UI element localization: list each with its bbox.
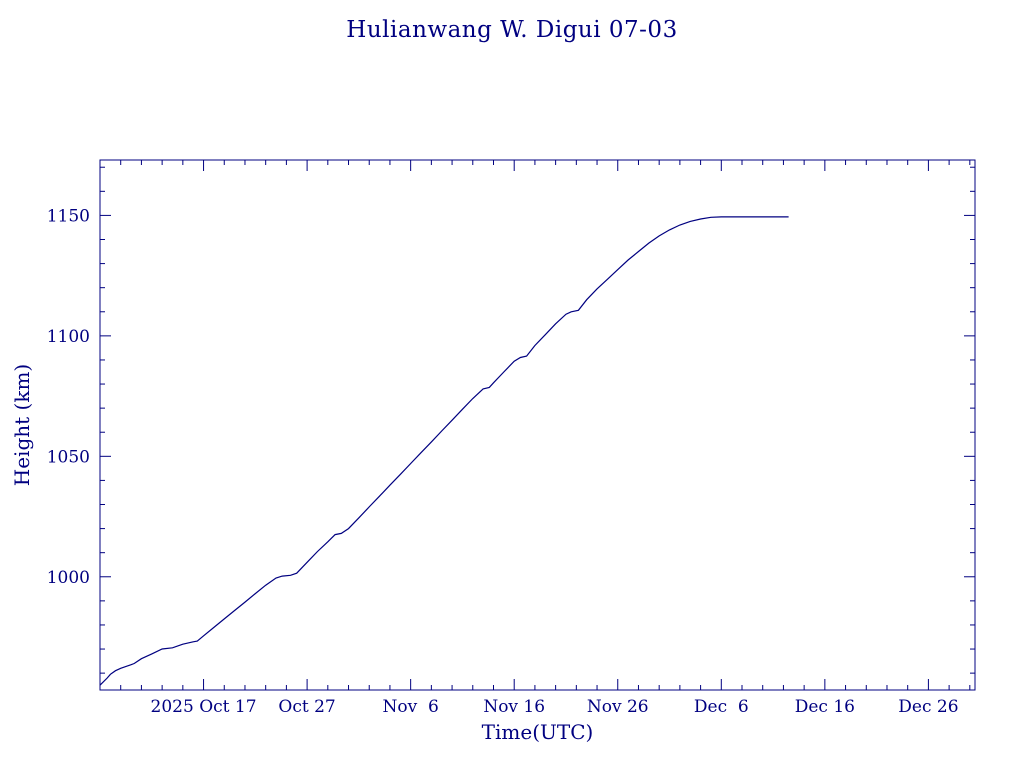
y-tick-label: 1150 (47, 206, 90, 226)
x-axis-label: Time(UTC) (481, 720, 594, 744)
height-series-line (99, 216, 789, 686)
x-tick-label: Dec 6 (694, 697, 749, 717)
x-tick-label: Nov 16 (483, 697, 545, 717)
x-tick-label: 2025 Oct 17 (151, 697, 257, 717)
x-tick-label: Oct 27 (278, 697, 335, 717)
y-tick-label: 1100 (47, 327, 90, 347)
x-tick-label: Dec 26 (898, 697, 958, 717)
axis-box (99, 159, 976, 691)
chart-title: Hulianwang W. Digui 07-03 (346, 17, 678, 43)
y-tick-label: 1050 (47, 447, 90, 467)
x-tick-label: Nov 26 (587, 697, 649, 717)
x-tick-label: Dec 16 (795, 697, 855, 717)
y-tick-label: 1000 (47, 568, 90, 588)
x-tick-label: Nov 6 (382, 697, 438, 717)
